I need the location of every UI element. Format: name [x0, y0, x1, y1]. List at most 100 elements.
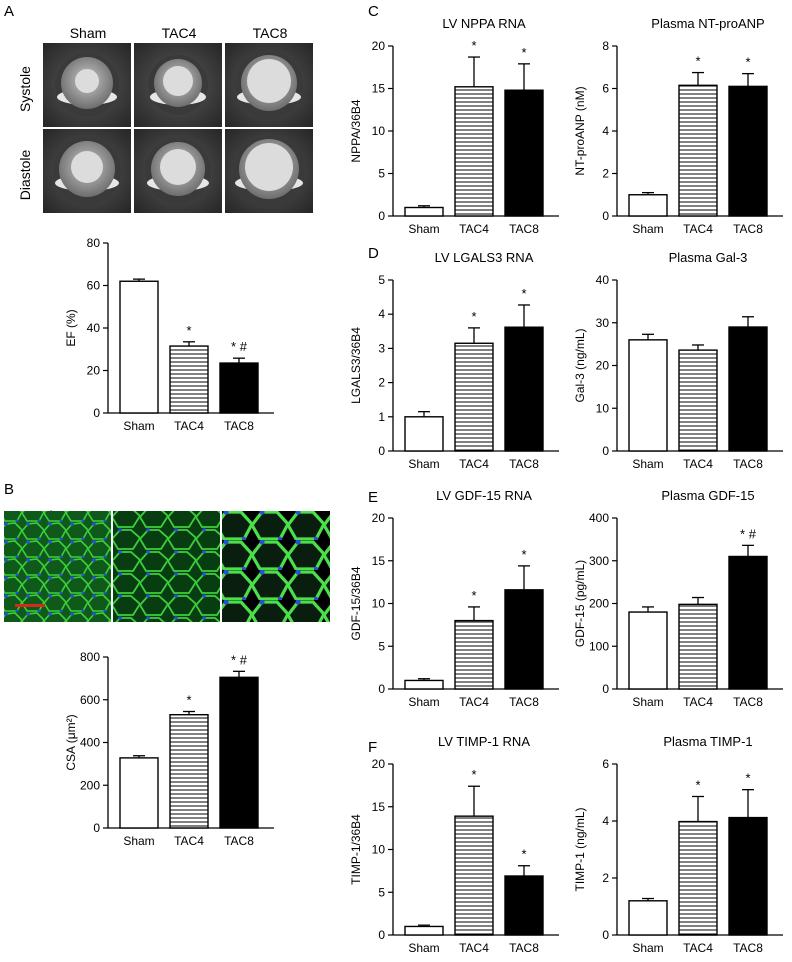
y-tick-label: 80: [87, 236, 101, 250]
y-tick-label: 5: [378, 273, 385, 287]
significance-marker: *: [745, 771, 750, 786]
bar: [119, 280, 159, 414]
bar: [504, 326, 544, 452]
mri-lv-cavity: [71, 151, 103, 183]
significance-marker: *: [471, 309, 476, 324]
mri-image-grid: Sham TAC4 TAC8 Systole Diastole: [17, 25, 313, 213]
y-tick-label: 40: [596, 273, 610, 287]
x-tick-label: TAC8: [509, 941, 539, 955]
significance-marker: *: [186, 323, 191, 338]
x-tick-label: Sham: [408, 457, 439, 471]
x-tick-label: Sham: [632, 941, 663, 955]
y-tick-label: 400: [80, 736, 100, 750]
y-axis-label: GDF-15 (pg/mL): [573, 560, 587, 647]
significance-marker: *: [695, 54, 700, 69]
y-tick-label: 400: [589, 511, 609, 525]
y-tick-label: 6: [602, 757, 609, 771]
x-tick-label: TAC4: [683, 941, 713, 955]
scale-bar: [15, 604, 45, 607]
bar: [678, 84, 718, 217]
bar: [404, 679, 444, 690]
significance-marker: *: [521, 286, 526, 301]
bar-chart-gal3: 0 10 20 30 40 Gal-3 (ng/mL) Plasma Gal-3 Sham TA…: [573, 250, 783, 471]
x-tick-label: TAC4: [459, 457, 489, 471]
histology-image-tac4: [113, 511, 220, 622]
panel-letter-a: A: [4, 3, 14, 20]
histology-image-tac8: [222, 511, 330, 622]
bar: [678, 603, 718, 690]
y-tick-label: 0: [602, 682, 609, 696]
x-tick-label: Sham: [408, 695, 439, 709]
bar: [628, 339, 668, 452]
x-tick-label: TAC8: [509, 222, 539, 236]
y-tick-label: 100: [589, 639, 609, 653]
chart-title: LV TIMP-1 RNA: [438, 734, 530, 749]
bar: [454, 815, 494, 936]
y-tick-label: 60: [87, 279, 101, 293]
mri-lv-cavity: [75, 69, 99, 93]
chart-title: Plasma NT-proANP: [651, 16, 764, 31]
y-tick-label: 10: [372, 843, 386, 857]
bar: [454, 86, 494, 217]
y-tick-label: 20: [372, 511, 386, 525]
bar: [728, 816, 768, 936]
bar-chart-nppa: 0 5 10 15 20 NPPA/36B4 LV NPPA RNA Sham TAC4 * TAC…: [349, 16, 559, 236]
x-tick-label: TAC8: [509, 695, 539, 709]
bar: [628, 194, 668, 217]
x-tick-label: TAC8: [224, 419, 254, 433]
y-axis-label: NPPA/36B4: [349, 99, 363, 162]
y-tick-label: 6: [602, 82, 609, 96]
bar: [728, 326, 768, 452]
bar-chart-ef: 0 20 40 60 80 EF (%) Sham TAC4 * TAC8 * #: [64, 236, 274, 433]
y-tick-label: 20: [596, 359, 610, 373]
mri-lv-cavity: [247, 59, 291, 103]
y-tick-label: 4: [602, 814, 609, 828]
significance-marker: *: [186, 693, 191, 708]
y-tick-label: 40: [87, 321, 101, 335]
chart-title: LV GDF-15 RNA: [436, 488, 532, 503]
panel-letter-b: B: [4, 481, 14, 498]
y-tick-label: 600: [80, 693, 100, 707]
bar: [628, 611, 668, 690]
y-tick-label: 200: [589, 597, 609, 611]
y-tick-label: 5: [378, 167, 385, 181]
bar: [454, 342, 494, 452]
bar: [504, 875, 544, 936]
x-tick-label: TAC4: [459, 941, 489, 955]
x-tick-label: TAC4: [174, 419, 204, 433]
mri-row-label: Diastole: [17, 150, 33, 201]
y-tick-label: 4: [378, 307, 385, 321]
y-tick-label: 15: [372, 554, 386, 568]
y-tick-label: 0: [602, 444, 609, 458]
y-tick-label: 0: [602, 928, 609, 942]
x-tick-label: Sham: [632, 222, 663, 236]
y-tick-label: 2: [378, 376, 385, 390]
panel-letter-e: E: [368, 489, 378, 506]
y-axis-label: EF (%): [64, 309, 78, 346]
bar-chart-timp1: 0 5 10 15 20 TIMP-1/36B4 LV TIMP-1 RNA Sham TAC4…: [349, 734, 559, 955]
bar: [169, 714, 209, 829]
y-tick-label: 0: [378, 928, 385, 942]
y-axis-label: TIMP-1/36B4: [349, 814, 363, 885]
y-tick-label: 10: [372, 597, 386, 611]
y-tick-label: 2: [602, 871, 609, 885]
bar-chart-gdf15: 0 5 10 15 20 GDF-15/36B4 LV GDF-15 RNA Sham TAC4…: [349, 488, 559, 709]
y-tick-label: 5: [378, 639, 385, 653]
y-tick-label: 10: [596, 401, 610, 415]
y-tick-label: 8: [602, 39, 609, 53]
x-tick-label: TAC8: [733, 695, 763, 709]
significance-marker: *: [471, 588, 476, 603]
bar-chart-csa: 0 200 400 600 800 CSA (μm²) Sham TAC4 * TAC8 * #: [64, 650, 274, 848]
x-tick-label: Sham: [123, 419, 154, 433]
y-tick-label: 4: [602, 124, 609, 138]
bar-chart-pgdf15: 0 100 200 300 400 GDF-15 (pg/mL) Plasma GDF-15…: [573, 488, 783, 709]
y-axis-label: Gal-3 (ng/mL): [573, 328, 587, 402]
y-axis-label: LGALS3/36B4: [349, 327, 363, 404]
mri-column-label: Sham: [70, 25, 107, 41]
y-tick-label: 0: [602, 209, 609, 223]
y-axis-label: CSA (μm²): [64, 714, 78, 770]
y-tick-label: 200: [80, 778, 100, 792]
bar: [504, 89, 544, 217]
